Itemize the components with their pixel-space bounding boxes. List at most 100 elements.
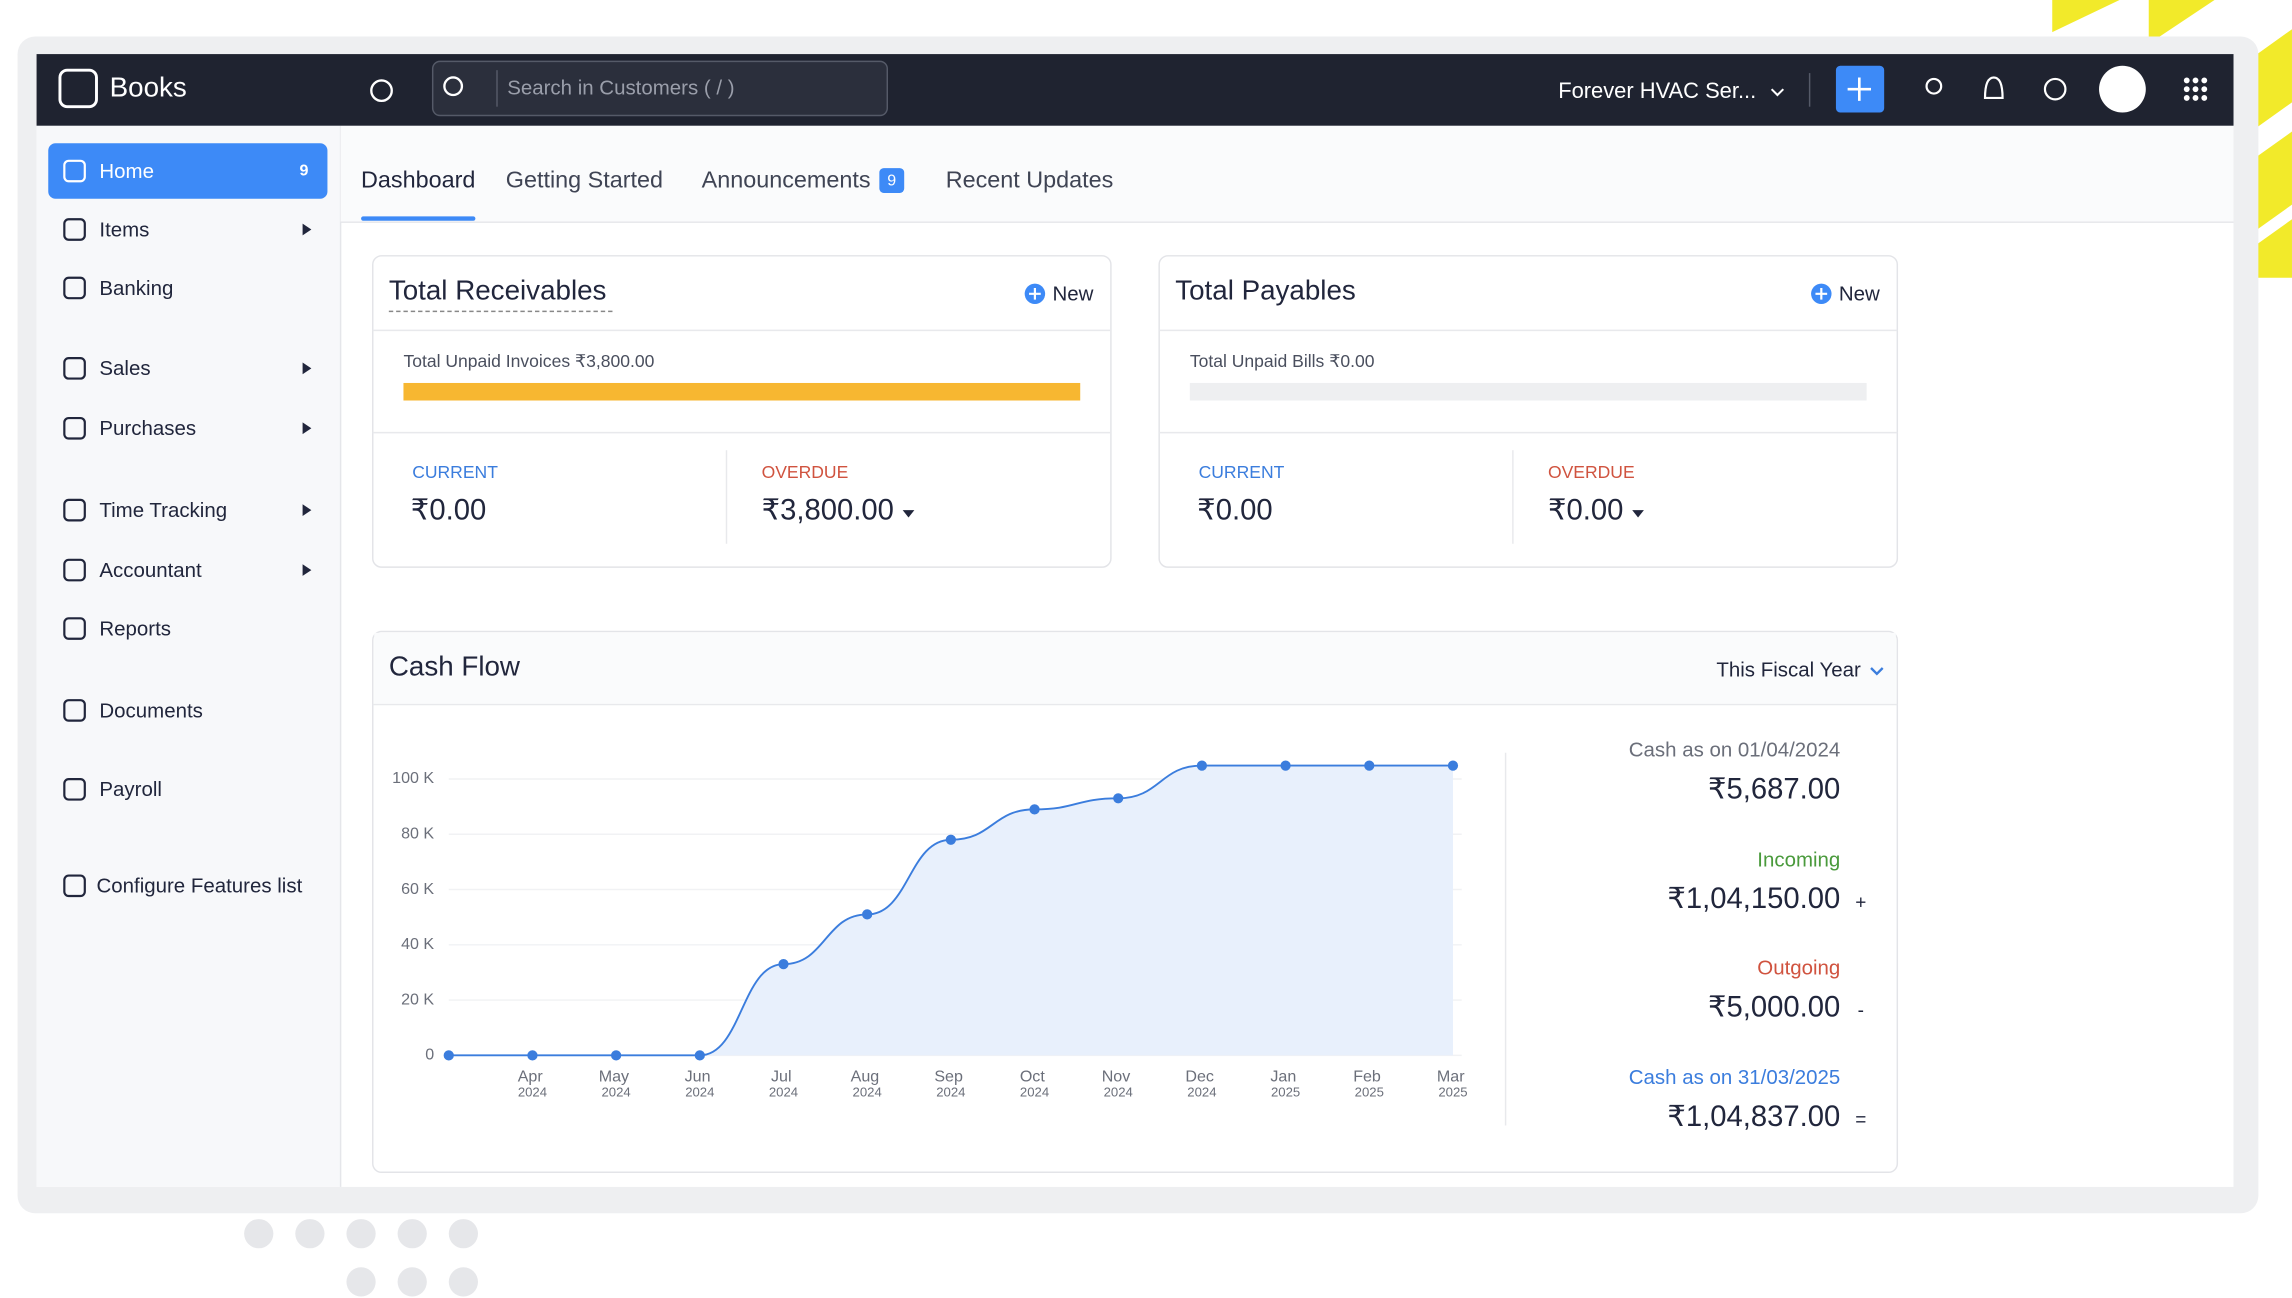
submenu-arrow[interactable] <box>302 564 312 576</box>
current-label: CURRENT <box>412 462 498 482</box>
current-amount: ₹0.00 <box>411 494 486 526</box>
nav-label[interactable]: Accountant <box>99 559 202 582</box>
x-tick-label: Feb 2025 <box>1353 1068 1385 1100</box>
new-button[interactable]: New <box>1839 283 1880 306</box>
nav-label[interactable]: Items <box>99 218 149 241</box>
summary-amount: ₹1,04,150.00 <box>1667 883 1840 915</box>
tab-badge-bg <box>879 168 905 193</box>
bell-icon[interactable] <box>1983 76 2004 100</box>
summary-label: Cash as on 31/03/2025 <box>1629 1066 1841 1089</box>
nav-label[interactable]: Time Tracking <box>99 499 227 522</box>
submenu-arrow[interactable] <box>302 504 312 516</box>
nav-icon <box>63 276 86 300</box>
overdue-amount[interactable]: ₹0.00 <box>1548 494 1623 526</box>
nav-selected <box>48 143 328 199</box>
point <box>1364 760 1375 771</box>
tab[interactable]: Announcements <box>702 166 871 192</box>
card-title: Total Payables <box>1175 275 1356 306</box>
submenu-arrow[interactable] <box>302 422 312 435</box>
unpaid-bar <box>403 382 1081 401</box>
unpaid-total: Total Unpaid Invoices ₹3,800.00 <box>403 351 654 371</box>
tab[interactable]: Recent Updates <box>946 166 1114 192</box>
point <box>443 1050 454 1061</box>
point <box>1196 760 1208 771</box>
nav-icon <box>63 498 86 522</box>
new-icon-plus <box>1815 287 1828 300</box>
point <box>1447 760 1459 771</box>
org-chevron <box>1770 88 1785 97</box>
tab[interactable]: Dashboard <box>361 166 475 192</box>
overdue-dropdown[interactable] <box>1632 510 1644 518</box>
nav-icon <box>63 218 86 241</box>
x-tick-label: Dec 2024 <box>1185 1068 1218 1100</box>
x-tick-label: Aug 2024 <box>851 1068 884 1100</box>
nav-icon <box>63 617 86 640</box>
overdue-dropdown[interactable] <box>902 510 915 518</box>
nav-label[interactable]: Configure Features list <box>96 875 302 898</box>
top-bar <box>36 54 2234 126</box>
summary-amount: ₹5,000.00 <box>1708 991 1840 1023</box>
summary-label: Incoming <box>1757 848 1840 871</box>
submenu-arrow[interactable] <box>302 223 312 236</box>
y-tick-label: 0 <box>425 1046 434 1064</box>
nav-label[interactable]: Home <box>99 160 154 183</box>
brand: Books <box>110 71 187 102</box>
point <box>862 909 873 920</box>
nav-icon <box>63 558 86 582</box>
avatar[interactable] <box>2099 65 2146 113</box>
nav-label[interactable]: Purchases <box>99 417 196 440</box>
brand-logo <box>58 68 98 109</box>
nav-icon <box>63 357 86 380</box>
nav-label[interactable]: Documents <box>99 699 202 722</box>
point <box>1113 793 1124 804</box>
x-tick-label: May 2024 <box>599 1068 634 1100</box>
users-icon[interactable] <box>1925 77 1943 95</box>
line <box>448 764 1453 1057</box>
current-label: CURRENT <box>1199 462 1285 482</box>
y-tick-label: 100 K <box>392 769 434 787</box>
x-tick-label: Mar 2025 <box>1437 1068 1469 1100</box>
overdue-label: OVERDUE <box>762 462 849 482</box>
apps-icon[interactable] <box>2183 77 2208 101</box>
point <box>1280 760 1291 771</box>
period-select[interactable]: This Fiscal Year <box>1716 658 1861 681</box>
point <box>945 834 956 845</box>
nav-icon <box>63 874 86 898</box>
summary-amount: ₹5,687.00 <box>1708 774 1840 806</box>
nav-icon <box>63 777 86 801</box>
summary-sign: - <box>1858 1001 1864 1022</box>
payables-card <box>1158 255 1899 568</box>
period-chevron <box>1870 667 1884 676</box>
submenu-arrow[interactable] <box>302 362 312 375</box>
point <box>1029 804 1040 815</box>
nav-label[interactable]: Reports <box>99 617 171 640</box>
new-button[interactable]: New <box>1052 283 1093 306</box>
nav-icon <box>63 699 86 722</box>
y-tick-label: 80 K <box>401 824 434 842</box>
point <box>611 1050 622 1061</box>
unpaid-bar <box>1189 382 1867 401</box>
cash-flow-title: Cash Flow <box>389 650 521 681</box>
receivables-card <box>372 255 1112 568</box>
overdue-amount[interactable]: ₹3,800.00 <box>762 494 894 526</box>
recent-icon[interactable] <box>370 79 393 103</box>
tab-underline <box>361 216 476 221</box>
point <box>527 1050 538 1061</box>
nav-badge: 9 <box>300 161 309 179</box>
summary-label: Cash as on 01/04/2024 <box>1629 739 1841 762</box>
x-tick-label: Jan 2025 <box>1270 1068 1300 1100</box>
point <box>694 1050 705 1061</box>
search-box[interactable] <box>431 60 889 117</box>
nav-label[interactable]: Sales <box>99 357 150 380</box>
search-placeholder: Search in Customers ( / ) <box>507 77 734 100</box>
nav-label[interactable]: Banking <box>99 277 173 300</box>
sidebar <box>36 125 341 1187</box>
nav-label[interactable]: Payroll <box>99 778 162 801</box>
settings-icon[interactable] <box>2043 77 2067 101</box>
tab[interactable]: Getting Started <box>506 166 663 192</box>
organization[interactable]: Forever HVAC Ser... <box>1558 78 1756 103</box>
tab-bar <box>340 125 2234 223</box>
summary-label: Outgoing <box>1757 957 1840 980</box>
area <box>448 765 1453 1056</box>
